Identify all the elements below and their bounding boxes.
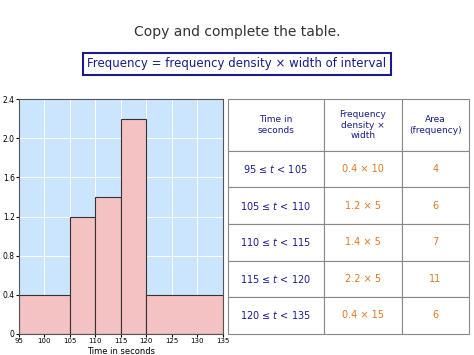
Text: 120 ≤ $\mathit{t}$ < 135: 120 ≤ $\mathit{t}$ < 135: [240, 310, 311, 321]
Text: Area
(frequency): Area (frequency): [409, 115, 462, 135]
Text: 11: 11: [429, 274, 442, 284]
Bar: [324, 261, 401, 297]
Text: 6: 6: [432, 201, 438, 211]
Bar: [228, 297, 324, 334]
Bar: [95, 197, 121, 334]
X-axis label: Time in seconds: Time in seconds: [87, 346, 155, 355]
Text: 4: 4: [432, 164, 438, 174]
Bar: [228, 151, 324, 187]
Text: 0.4 × 10: 0.4 × 10: [342, 164, 384, 174]
Text: Time in
seconds: Time in seconds: [257, 115, 294, 135]
Text: 2.2 × 5: 2.2 × 5: [345, 274, 381, 284]
Text: Frequency
density ×
width: Frequency density × width: [339, 110, 386, 140]
Bar: [324, 99, 401, 151]
Bar: [324, 187, 401, 224]
Text: 1.4 × 5: 1.4 × 5: [345, 237, 381, 247]
Text: 7: 7: [432, 237, 438, 247]
Text: 115 ≤ $\mathit{t}$ < 120: 115 ≤ $\mathit{t}$ < 120: [240, 273, 311, 285]
Bar: [401, 261, 469, 297]
Text: Frequency = frequency density × width of interval: Frequency = frequency density × width of…: [87, 58, 387, 70]
Bar: [401, 224, 469, 261]
Bar: [146, 295, 223, 334]
Text: 105 ≤ $\mathit{t}$ < 110: 105 ≤ $\mathit{t}$ < 110: [240, 200, 311, 212]
Bar: [70, 217, 95, 334]
Text: 0.4 × 15: 0.4 × 15: [342, 310, 384, 321]
Bar: [228, 99, 324, 151]
Bar: [19, 295, 70, 334]
Text: 1.2 × 5: 1.2 × 5: [345, 201, 381, 211]
Text: Copy and complete the table.: Copy and complete the table.: [134, 25, 340, 39]
Bar: [228, 224, 324, 261]
Bar: [401, 187, 469, 224]
Bar: [401, 151, 469, 187]
Bar: [228, 187, 324, 224]
Bar: [228, 261, 324, 297]
Bar: [401, 99, 469, 151]
Text: 6: 6: [432, 310, 438, 321]
Bar: [324, 224, 401, 261]
Bar: [324, 151, 401, 187]
Bar: [324, 297, 401, 334]
Bar: [401, 297, 469, 334]
Text: 95 ≤ $\mathit{t}$ < 105: 95 ≤ $\mathit{t}$ < 105: [244, 163, 308, 175]
Bar: [121, 119, 146, 334]
Text: 110 ≤ $\mathit{t}$ < 115: 110 ≤ $\mathit{t}$ < 115: [240, 236, 311, 248]
